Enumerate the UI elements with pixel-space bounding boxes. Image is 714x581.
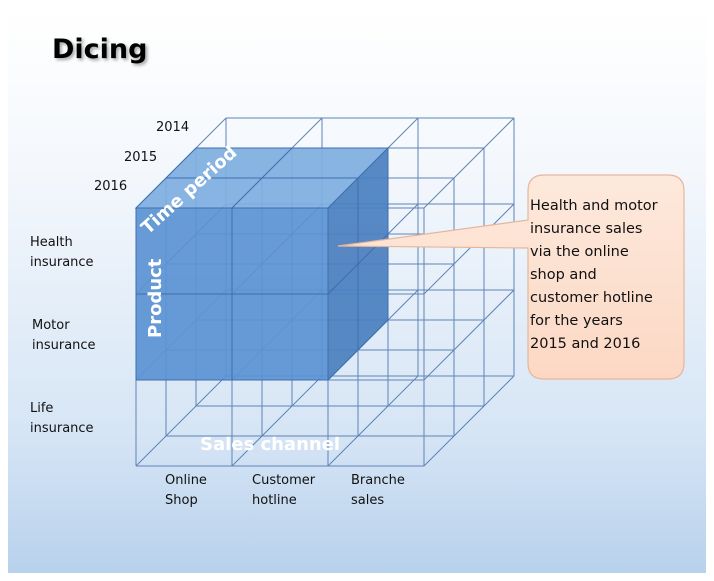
grid-line [423, 375, 515, 467]
product-label-life: Life insurance [30, 401, 94, 436]
channel-label-online-shop: Online Shop [165, 473, 207, 508]
slide: Time period Product Sales channel Dicing… [8, 8, 706, 573]
grid-line [231, 375, 323, 467]
axis-label-sales-channel: Sales channel [200, 434, 340, 455]
grid-line [327, 375, 419, 467]
year-label-2014: 2014 [156, 120, 190, 135]
axis-label-product: Product [145, 258, 166, 338]
channel-label-customer-hotline: Customer hotline [252, 473, 316, 508]
channel-label-branche-sales: Branche sales [351, 473, 405, 508]
grid-line [135, 375, 227, 467]
cube-diagram: Time period Product Sales channel [134, 117, 685, 467]
callout-line: shop and [530, 267, 597, 283]
product-label-motor: Motor insurance [32, 318, 96, 353]
callout-line: insurance sales [530, 221, 643, 237]
page-title: Dicing [52, 34, 148, 65]
grid-line [423, 289, 515, 381]
callout-line: for the years [530, 313, 623, 329]
callout-bubble [337, 174, 685, 380]
callout-text: Health and motor insurance sales via the… [530, 195, 686, 356]
callout-line: via the online [530, 244, 629, 260]
callout-line: customer hotline [530, 290, 653, 306]
diced-subcube [134, 146, 390, 382]
callout-line: 2015 and 2016 [530, 336, 641, 352]
year-label-2015: 2015 [124, 150, 158, 165]
grid-line [423, 203, 515, 295]
callout-line: Health and motor [530, 198, 658, 214]
grid-line [423, 117, 515, 209]
year-label-2016: 2016 [94, 179, 128, 194]
product-label-health: Health insurance [30, 235, 94, 270]
